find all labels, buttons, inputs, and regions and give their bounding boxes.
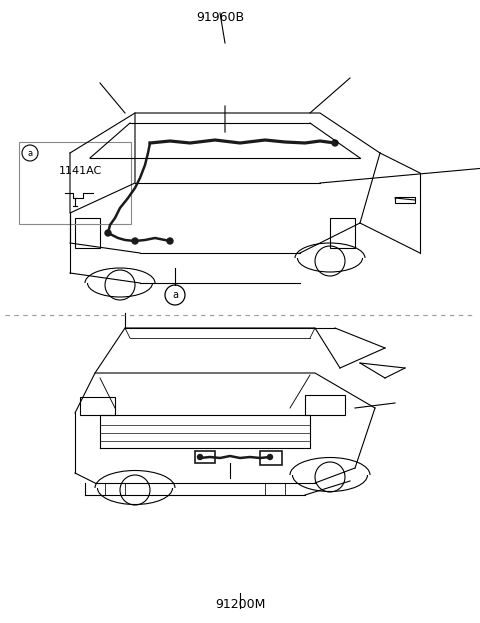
Bar — [330, 218, 355, 248]
Text: 91960B: 91960B — [196, 11, 244, 24]
Circle shape — [132, 238, 138, 244]
Text: a: a — [172, 290, 178, 300]
Text: 1141AC: 1141AC — [59, 166, 102, 176]
Bar — [75, 218, 100, 248]
Bar — [260, 451, 282, 465]
Bar — [395, 197, 415, 203]
Circle shape — [167, 238, 173, 244]
Circle shape — [332, 140, 338, 146]
Text: 91200M: 91200M — [215, 598, 265, 611]
Circle shape — [165, 285, 185, 305]
Circle shape — [197, 455, 203, 460]
Bar — [195, 451, 215, 463]
Text: a: a — [27, 148, 33, 158]
Circle shape — [267, 455, 273, 460]
Bar — [80, 397, 115, 415]
Bar — [305, 395, 345, 415]
Circle shape — [105, 230, 111, 236]
